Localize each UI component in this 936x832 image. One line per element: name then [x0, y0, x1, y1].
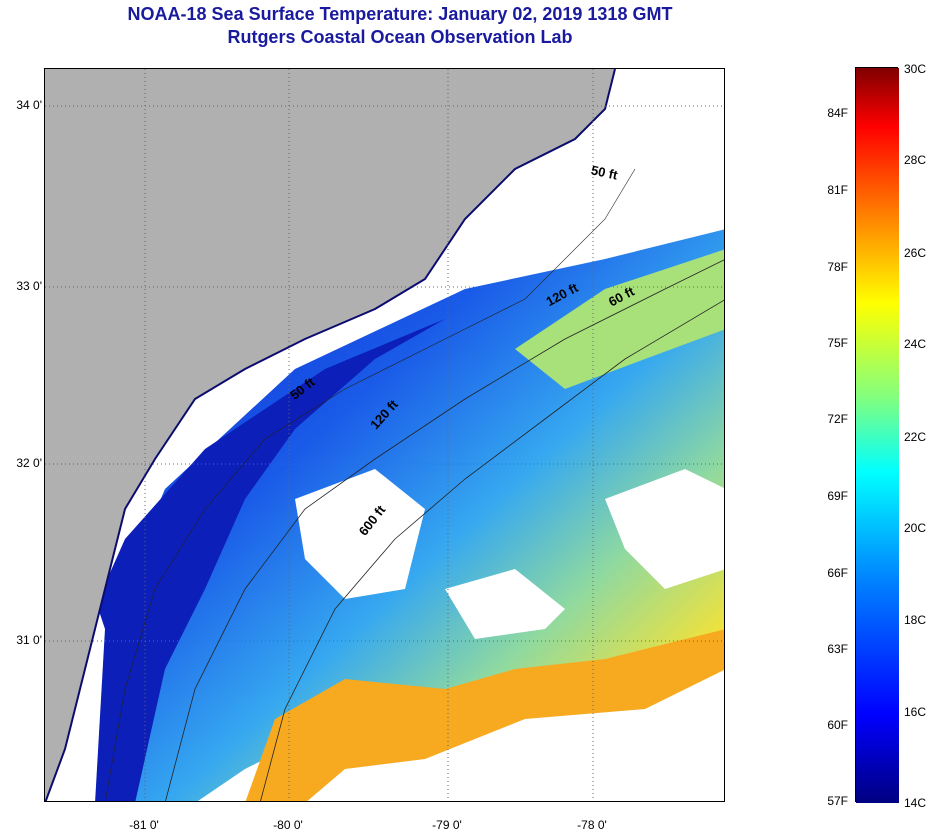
colorbar-c-label: 30C	[904, 62, 927, 76]
colorbar-f-label: 57F	[827, 794, 848, 808]
colorbar-c-label: 28C	[904, 153, 927, 167]
colorbar-f-label: 66F	[827, 566, 848, 580]
cloud-patch	[295, 469, 425, 599]
colorbar-c-label: 18C	[904, 613, 927, 627]
lon-label: -79 0'	[432, 818, 462, 832]
colorbar-f-label: 63F	[827, 642, 848, 656]
lat-label: 32 0'	[16, 456, 42, 470]
gulf-stream-warm	[245, 629, 724, 801]
lat-label: 31 0'	[16, 633, 42, 647]
coastline	[45, 69, 616, 801]
sst-map[interactable]: 50 ft 120 ft 60 ft 50 ft 120 ft 600 ft	[44, 68, 725, 802]
contour-600ft	[260, 299, 724, 801]
colorbar-c-label: 20C	[904, 521, 927, 535]
colorbar-f-label: 72F	[827, 412, 848, 426]
colorbar-f-label: 78F	[827, 260, 848, 274]
cloud-patch	[445, 569, 565, 639]
lat-label: 33 0'	[16, 279, 42, 293]
colorbar-c-label: 26C	[904, 246, 927, 260]
temperature-colorbar	[855, 67, 899, 803]
colorbar-c-label: 14C	[904, 796, 927, 810]
colorbar-f-label: 84F	[827, 106, 848, 120]
colorbar-f-label: 69F	[827, 489, 848, 503]
contour-120ft	[165, 259, 724, 801]
colorbar-c-label: 16C	[904, 705, 927, 719]
colorbar-c-label: 24C	[904, 337, 927, 351]
cloud-patch	[605, 469, 724, 589]
colorbar-f-label: 60F	[827, 718, 848, 732]
contour-50ft	[105, 168, 636, 801]
lon-label: -78 0'	[577, 818, 607, 832]
map-subtitle: Rutgers Coastal Ocean Observation Lab	[227, 27, 573, 47]
nearshore-cold-band	[85, 319, 445, 801]
lon-label: -81 0'	[129, 818, 159, 832]
map-title: NOAA-18 Sea Surface Temperature: January…	[127, 4, 673, 24]
lat-label: 34 0'	[16, 98, 42, 112]
lon-label: -80 0'	[273, 818, 303, 832]
offshore-warm-band	[515, 249, 724, 389]
colorbar-f-label: 81F	[827, 183, 848, 197]
colorbar-c-label: 22C	[904, 430, 927, 444]
colorbar-f-label: 75F	[827, 336, 848, 350]
land-mass	[45, 69, 615, 801]
